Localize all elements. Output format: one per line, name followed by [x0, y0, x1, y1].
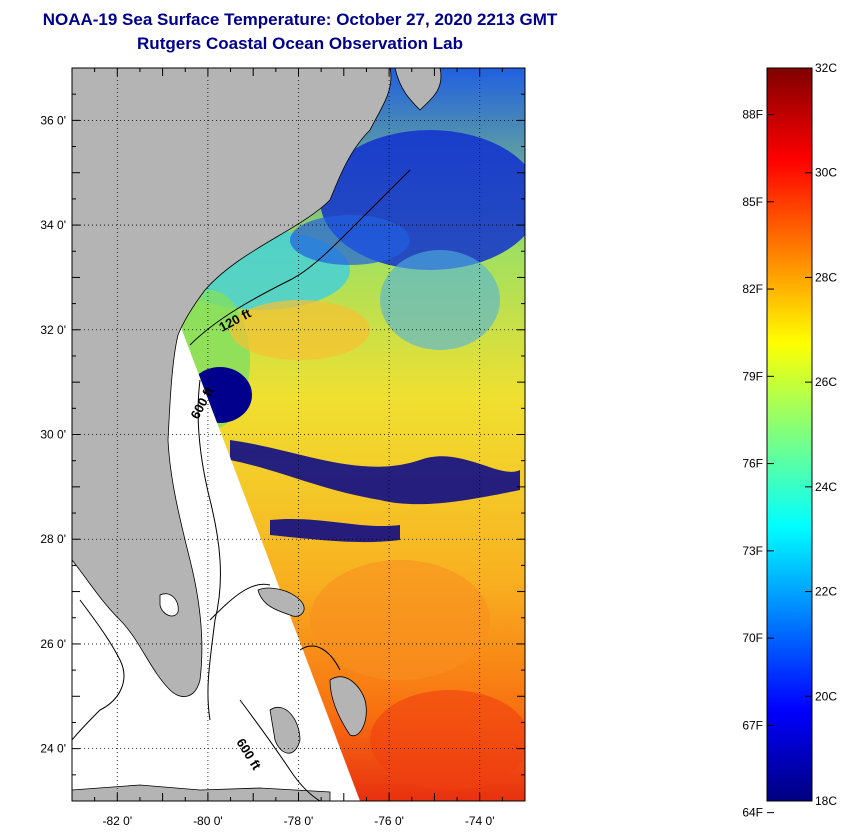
lon-tick-label: -82 0' — [102, 814, 132, 828]
latitude-labels: 36 0' 34 0' 32 0' 30 0' 28 0' 26 0' 24 0' — [40, 113, 66, 755]
colorbar-celsius-label: 30C — [815, 166, 837, 180]
colorbar-gradient — [766, 67, 813, 802]
lon-tick-label: -76 0' — [374, 814, 404, 828]
lon-tick-label: -74 0' — [465, 814, 495, 828]
lon-tick-label: -80 0' — [193, 814, 223, 828]
colorbar-celsius-label: 32C — [815, 61, 837, 75]
axis-ticks — [71, 67, 526, 802]
colorbar-celsius-label: 28C — [815, 270, 837, 284]
colorbar-fahrenheit-label: 76F — [742, 457, 763, 471]
colorbar-celsius-label: 22C — [815, 585, 837, 599]
colorbar-fahrenheit-label: 85F — [742, 195, 763, 209]
map-subtitle: Rutgers Coastal Ocean Observation Lab — [137, 34, 463, 53]
colorbar-fahrenheit-label: 73F — [742, 544, 763, 558]
lat-tick-label: 34 0' — [40, 218, 66, 232]
lat-tick-label: 24 0' — [40, 742, 66, 756]
colorbar-celsius-label: 26C — [815, 375, 837, 389]
colorbar-fahrenheit-label: 79F — [742, 369, 763, 383]
lat-tick-label: 28 0' — [40, 532, 66, 546]
colorbar-fahrenheit-label: 88F — [742, 108, 763, 122]
colorbar-fahrenheit-label: 82F — [742, 282, 763, 296]
map-plot-area[interactable]: 120 ft 600 ft 600 ft — [72, 68, 540, 801]
lat-tick-label: 30 0' — [40, 428, 66, 442]
lat-tick-label: 26 0' — [40, 637, 66, 651]
depth-contours — [72, 169, 411, 801]
land — [72, 68, 442, 801]
colorbar-fahrenheit-label: 67F — [742, 718, 763, 732]
colorbar-celsius-label: 18C — [815, 794, 837, 808]
colorbar-fahrenheit-label: 64F — [742, 806, 763, 820]
map-title: NOAA-19 Sea Surface Temperature: October… — [42, 10, 558, 29]
longitude-labels: -82 0' -80 0' -78 0' -76 0' -74 0' — [102, 814, 494, 828]
colorbar-celsius-label: 24C — [815, 480, 837, 494]
lat-tick-label: 36 0' — [40, 113, 66, 127]
temperature-colorbar: 88F 85F 82F 79F 76F 73F 70F 67F 64F 32C 30C 28C 26C… — [742, 61, 837, 820]
lon-tick-label: -78 0' — [284, 814, 314, 828]
lat-tick-label: 32 0' — [40, 323, 66, 337]
colorbar-celsius-label: 20C — [815, 689, 837, 703]
colorbar-fahrenheit-label: 70F — [742, 631, 763, 645]
